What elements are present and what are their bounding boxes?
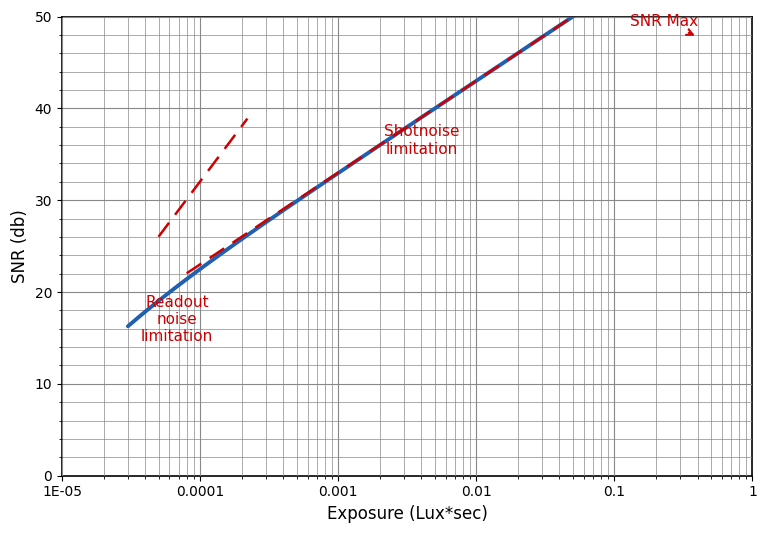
Y-axis label: SNR (db): SNR (db) bbox=[11, 209, 29, 283]
Text: Shotnoise
limitation: Shotnoise limitation bbox=[383, 124, 459, 157]
Text: Readout
noise
limitation: Readout noise limitation bbox=[141, 295, 213, 344]
X-axis label: Exposure (Lux*sec): Exposure (Lux*sec) bbox=[327, 505, 488, 523]
Text: SNR Max: SNR Max bbox=[630, 14, 698, 35]
